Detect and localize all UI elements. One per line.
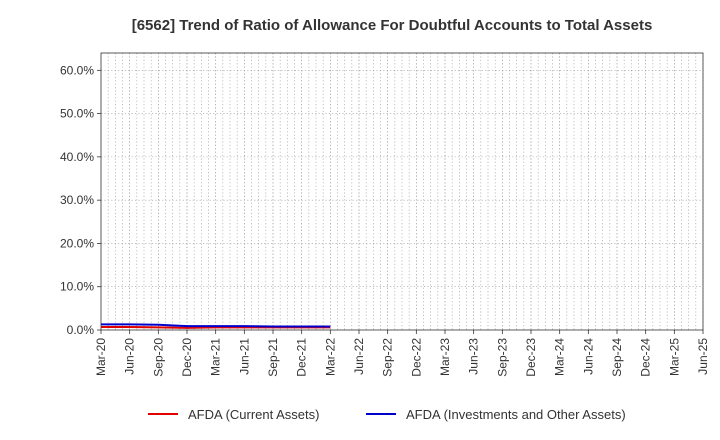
x-tick-label: Sep-20 (151, 338, 165, 377)
x-tick-label: Sep-22 (381, 338, 395, 377)
y-tick-label: 20.0% (60, 236, 94, 250)
x-tick-label: Dec-20 (180, 338, 194, 377)
x-tick-label: Sep-23 (495, 338, 509, 377)
axes (100, 52, 704, 331)
x-tick-label: Mar-21 (209, 338, 223, 376)
x-tick-label: Jun-21 (237, 338, 251, 375)
x-tick-label: Dec-23 (524, 338, 538, 377)
x-axis-ticks: Mar-20 Jun-20 Sep-20 Dec-20 Mar-21 Jun-21 Sep-… (94, 330, 710, 377)
x-tick-label: Sep-21 (266, 338, 280, 377)
x-tick-label: Mar-24 (553, 338, 567, 376)
x-tick-label: Jun-20 (123, 338, 137, 375)
legend-label-2: AFDA (Investments and Other Assets) (406, 407, 626, 422)
x-tick-label: Jun-25 (696, 338, 710, 375)
legend-label-1: AFDA (Current Assets) (188, 407, 319, 422)
series-line-2 (101, 323, 331, 328)
x-tick-label: Dec-22 (409, 338, 423, 377)
x-tick-label: Jun-22 (352, 338, 366, 375)
y-tick-label: 60.0% (60, 63, 94, 77)
legend: AFDA (Current Assets) AFDA (Investments a… (148, 407, 626, 422)
y-tick-label: 30.0% (60, 193, 94, 207)
x-tick-label: Jun-23 (467, 338, 481, 375)
series-lines (101, 323, 331, 329)
x-tick-label: Dec-21 (295, 338, 309, 377)
x-tick-label: Sep-24 (610, 338, 624, 377)
x-tick-label: Dec-24 (639, 338, 653, 377)
x-tick-label: Mar-25 (667, 338, 681, 376)
y-tick-label: 40.0% (60, 150, 94, 164)
y-tick-label: 0.0% (67, 323, 95, 337)
x-tick-label: Jun-24 (581, 338, 595, 375)
x-tick-label: Mar-23 (438, 338, 452, 376)
plot-area (101, 53, 703, 330)
x-tick-label: Mar-20 (94, 338, 108, 376)
plot-frame (100, 52, 704, 331)
chart-title: [6562] Trend of Ratio of Allowance For D… (132, 17, 653, 34)
x-tick-label: Mar-22 (323, 338, 337, 376)
y-axis-ticks: 0.0% 10.0% 20.0% 30.0% 40.0% 50.0% 60.0% (60, 63, 101, 337)
y-tick-label: 50.0% (60, 107, 94, 121)
y-tick-label: 10.0% (60, 280, 94, 294)
